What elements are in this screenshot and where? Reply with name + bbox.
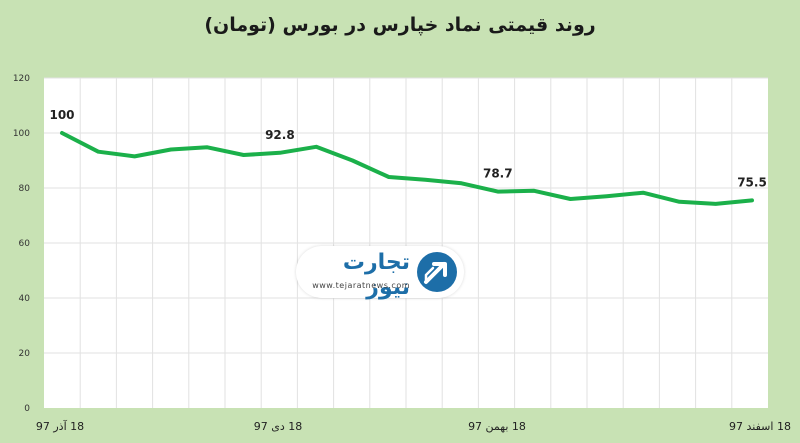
- x-tick-label: 18 اسفند 97: [729, 420, 791, 433]
- y-tick-label: 120: [13, 74, 30, 84]
- data-label: 75.5: [737, 175, 767, 189]
- y-axis-ticks: 0 20 40 60 80 100 120: [13, 74, 30, 414]
- series-line: [60, 131, 754, 206]
- x-tick-label: 18 دی 97: [254, 420, 303, 433]
- x-axis-labels: 18 آذر 97 18 دی 97 18 بهمن 97 18 اسفند 97: [36, 419, 791, 433]
- y-tick-label: 80: [19, 184, 31, 194]
- chart-title: روند قیمتی نماد خپارس در بورس (تومان): [204, 14, 596, 36]
- x-tick-label: 18 بهمن 97: [468, 420, 526, 433]
- horizontal-gridlines: [44, 77, 768, 354]
- data-label: 100: [49, 108, 74, 122]
- watermark-url: www.tejaratnews.com: [312, 281, 410, 290]
- tejaratnews-logo-icon: [417, 252, 457, 292]
- y-tick-label: 40: [19, 294, 31, 304]
- watermark-brand: تجارت نیوز: [342, 250, 410, 300]
- y-tick-label: 20: [19, 349, 31, 359]
- y-tick-label: 60: [19, 239, 31, 249]
- watermark: تجارت نیوز www.tejaratnews.com: [296, 246, 464, 300]
- y-tick-label: 0: [24, 404, 30, 414]
- y-tick-label: 100: [13, 129, 30, 139]
- x-tick-label: 18 آذر 97: [36, 419, 84, 433]
- data-labels: 100 92.8 78.7 75.5: [49, 108, 766, 189]
- data-label: 78.7: [483, 167, 513, 181]
- data-label: 92.8: [265, 128, 295, 142]
